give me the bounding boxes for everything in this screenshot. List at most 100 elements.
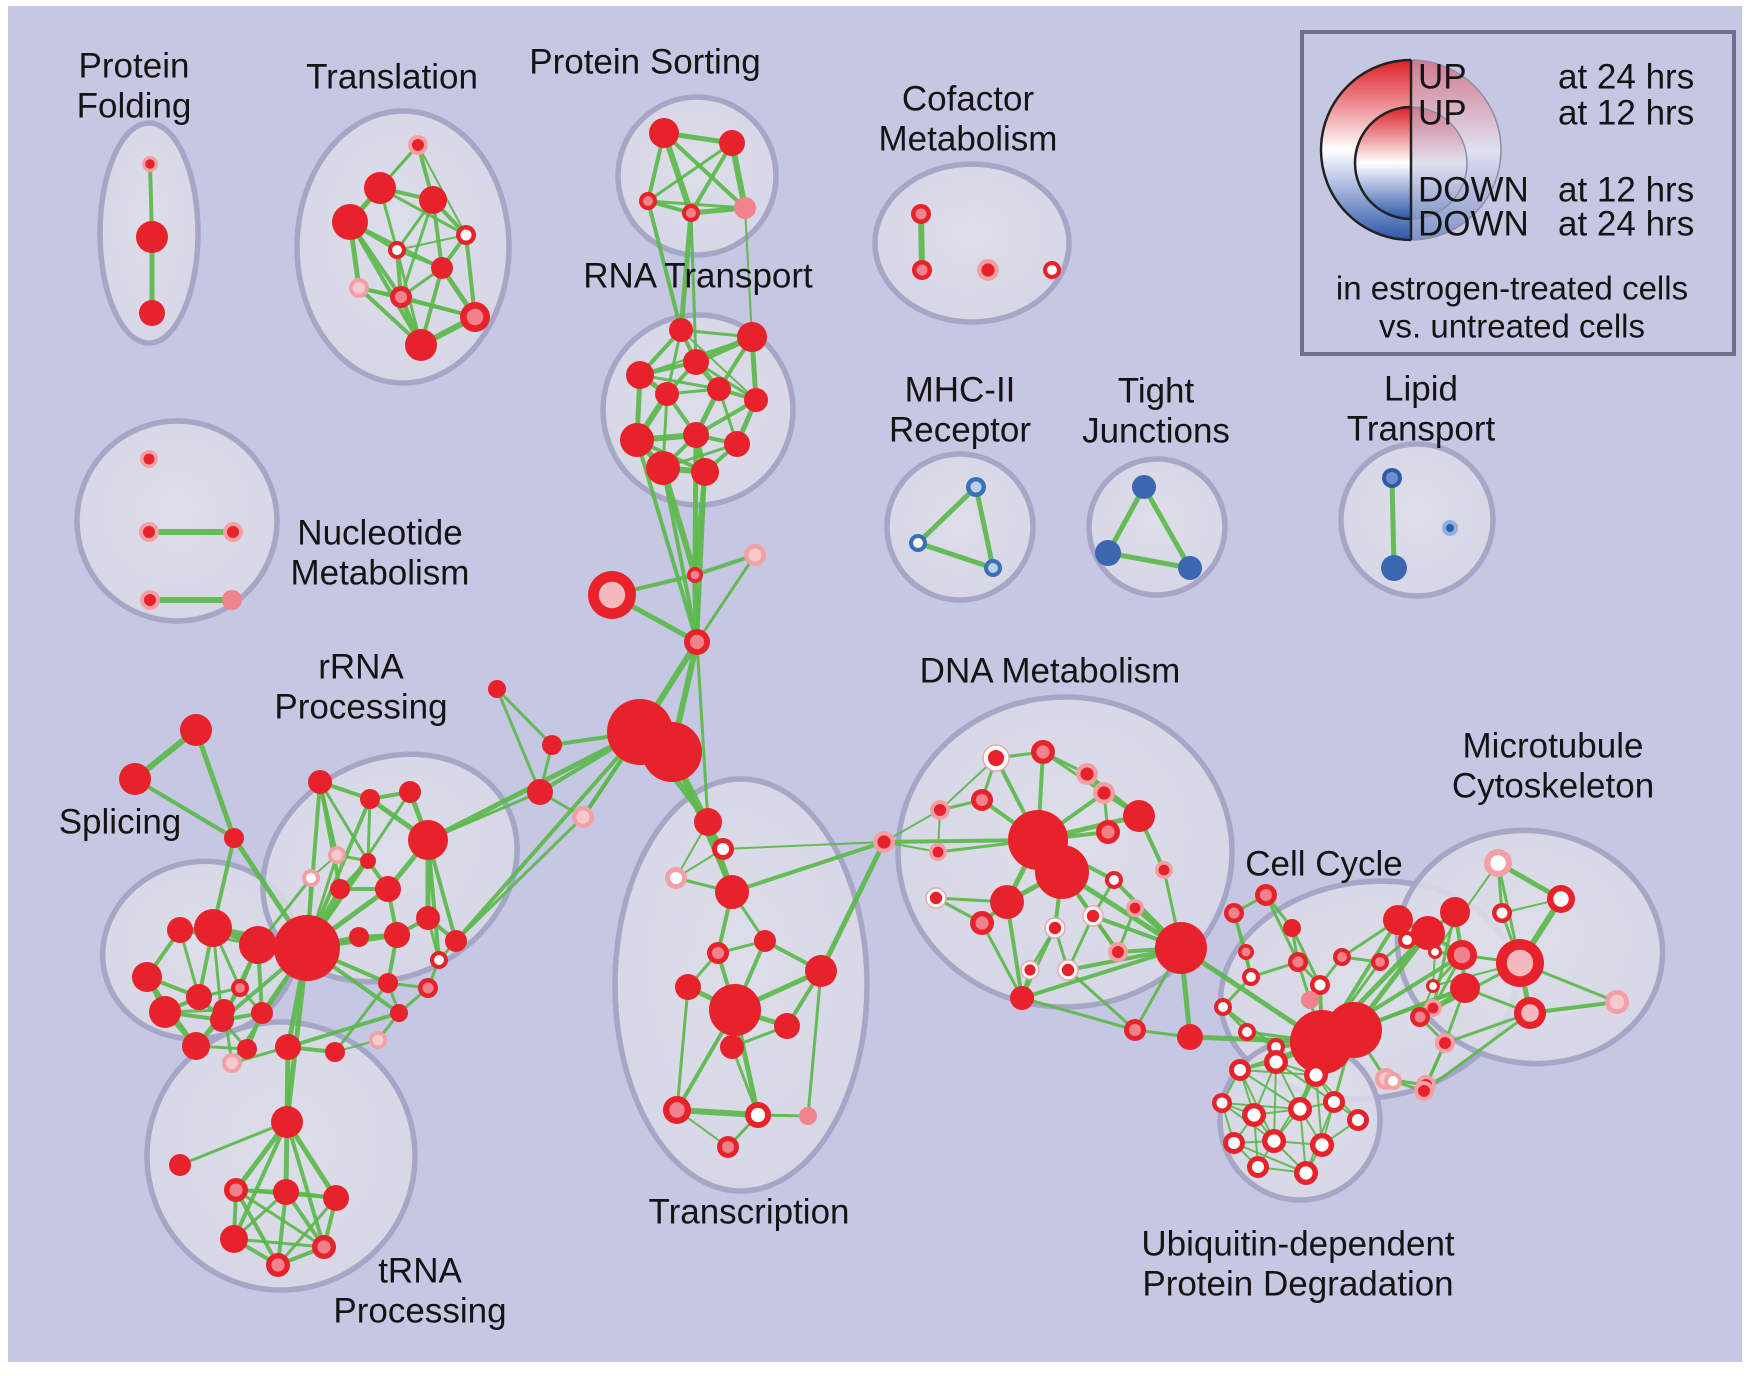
network-edge (662, 131, 747, 210)
network-node (275, 1034, 301, 1060)
node-core (689, 634, 705, 650)
node-core (643, 196, 653, 206)
network-node (1155, 922, 1207, 974)
network-node (527, 779, 553, 805)
node-ring (669, 318, 693, 342)
network-node (1178, 556, 1202, 580)
network-node (186, 984, 212, 1010)
network-node (1384, 1072, 1402, 1090)
network-node (1076, 763, 1098, 785)
network-edge (1020, 926, 1057, 1000)
network-node (990, 885, 1024, 919)
node-core (1496, 907, 1508, 919)
network-node (1247, 1156, 1269, 1178)
cluster-label-mhc: Receptor (889, 411, 1031, 450)
node-core (1101, 825, 1115, 839)
network-node (626, 361, 654, 389)
network-node (572, 806, 594, 828)
node-ring (378, 973, 398, 993)
network-node (691, 458, 719, 486)
node-core (434, 955, 444, 965)
network-edge (318, 780, 342, 891)
cluster-label-microtubule: Cytoskeleton (1452, 767, 1654, 806)
network-node (1310, 975, 1330, 995)
node-ring (527, 779, 553, 805)
network-edge (318, 780, 370, 863)
legend-outer-left-stroke (1319, 58, 1412, 242)
legend-footer-text: in estrogen-treated cells (1336, 270, 1688, 307)
node-ring (1326, 1002, 1382, 1058)
network-node (1326, 1002, 1382, 1058)
network-node (1105, 871, 1123, 889)
node-core (988, 563, 998, 573)
network-node (375, 876, 401, 902)
node-ring (691, 458, 719, 486)
node-core (1036, 745, 1050, 759)
network-edge (234, 1188, 326, 1249)
network-node (390, 1004, 408, 1022)
network-edge (689, 141, 734, 215)
network-node (720, 1035, 744, 1059)
node-core (1246, 972, 1256, 982)
node-ring (405, 329, 437, 361)
node-core (1047, 265, 1057, 275)
network-node (620, 423, 654, 457)
network-node (332, 204, 368, 240)
node-core (412, 139, 424, 151)
network-edge-intercluster (286, 1011, 401, 1049)
node-ring (360, 853, 376, 869)
node-ring (408, 820, 448, 860)
node-ring (1411, 916, 1445, 950)
network-node (1035, 845, 1089, 899)
network-edge (915, 484, 979, 546)
node-core (669, 1102, 685, 1118)
network-node (408, 135, 428, 155)
node-ring (273, 1179, 299, 1205)
network-node (1333, 948, 1351, 966)
cluster-label-lipid: Lipid (1384, 370, 1458, 409)
network-node (1057, 959, 1079, 981)
network-node (683, 349, 709, 375)
node-ring (774, 1013, 800, 1039)
legend: UP at 24 hrs UP at 12 hrs DOWN at 12 hrs DOWN a… (1300, 30, 1736, 356)
node-core (1292, 956, 1304, 968)
node-core (1446, 524, 1454, 532)
network-node (399, 781, 421, 803)
network-node (682, 204, 700, 222)
network-node (712, 838, 734, 860)
node-core (1158, 864, 1170, 876)
node-core (1293, 1102, 1307, 1116)
cluster-label-nucleotide: Metabolism (291, 554, 470, 593)
node-core (1506, 949, 1534, 977)
network-node (180, 714, 212, 746)
node-ring (1178, 556, 1202, 580)
network-node (1371, 953, 1389, 971)
node-core (1414, 1011, 1426, 1023)
network-node (1310, 1133, 1334, 1157)
network-node (1442, 520, 1458, 536)
network-node (1428, 945, 1442, 959)
network-edge-intercluster (661, 466, 699, 644)
node-ring (384, 922, 410, 948)
network-node (325, 1042, 345, 1062)
node-ring (1383, 905, 1413, 935)
cluster-label-tight: Junctions (1082, 412, 1230, 451)
network-edge (234, 1188, 280, 1267)
cluster-label-rrna: Processing (274, 688, 447, 727)
network-node (663, 1096, 691, 1124)
legend-footer-text: vs. untreated cells (1379, 308, 1645, 345)
node-ring (186, 984, 212, 1010)
network-node (1044, 917, 1066, 939)
node-core (1418, 1085, 1430, 1097)
network-node (1242, 1103, 1266, 1127)
node-ring (275, 1034, 301, 1060)
network-node (1496, 939, 1544, 987)
network-node (1283, 919, 1301, 937)
network-node (1262, 1129, 1286, 1153)
network-edge (193, 727, 237, 841)
node-core (1402, 935, 1412, 945)
network-node (1288, 1097, 1312, 1121)
network-node (431, 257, 453, 279)
node-core (1247, 1108, 1261, 1122)
